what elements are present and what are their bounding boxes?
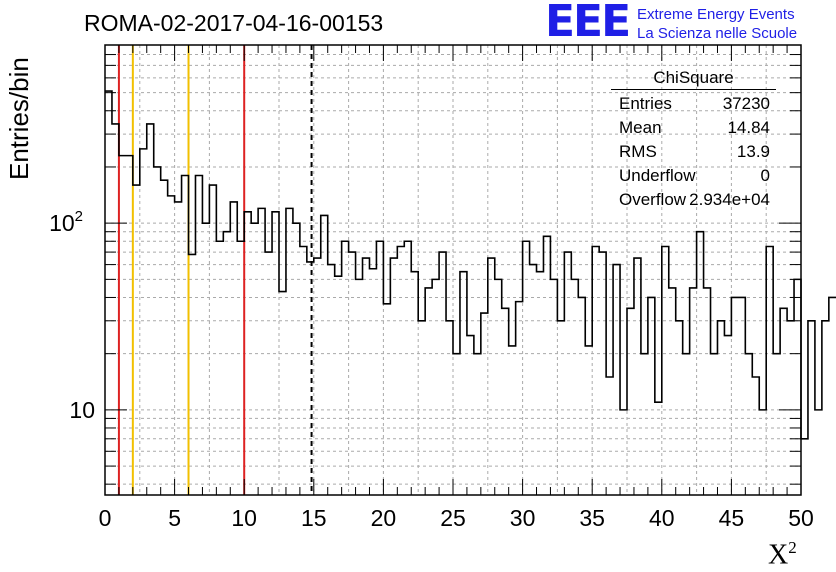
x-tick-label: 30	[510, 505, 536, 531]
x-tick-label: 15	[301, 505, 327, 531]
x-tick-label: 35	[579, 505, 605, 531]
x-tick-label: 5	[168, 505, 181, 531]
stats-row-rms: RMS 13.9	[611, 140, 776, 164]
x-tick-label: 45	[719, 505, 745, 531]
x-axis-label: X2	[768, 538, 797, 571]
stats-key: Entries	[619, 94, 672, 113]
x-axis-label-superscript: 2	[788, 538, 797, 557]
logo-mark: EEE	[545, 0, 631, 47]
y-tick-label: 102	[49, 208, 83, 236]
stats-value: 14.84	[727, 118, 770, 137]
x-tick-label: 10	[231, 505, 257, 531]
x-tick-label: 25	[440, 505, 466, 531]
y-tick-label: 10	[69, 397, 95, 423]
x-axis-label-symbol: X	[768, 539, 789, 571]
stats-value: 37230	[722, 94, 770, 113]
stats-key: Mean	[619, 118, 662, 137]
stats-value: 13.9	[736, 142, 770, 161]
stats-value: 2.934e+04	[689, 190, 770, 209]
stats-row-overflow: Overflow 2.934e+04	[611, 188, 776, 212]
stats-row-mean: Mean 14.84	[611, 116, 776, 140]
chart-title: ROMA-02-2017-04-16-00153	[84, 10, 384, 36]
stats-row-entries: Entries 37230	[611, 92, 776, 116]
x-tick-label: 20	[371, 505, 397, 531]
logo-line-2: La Scienza nelle Scuole	[637, 25, 798, 42]
x-tick-label: 0	[99, 505, 112, 531]
stats-title: ChiSquare	[611, 68, 776, 90]
stats-row-underflow: Underflow 0	[611, 164, 776, 188]
histogram-line	[105, 90, 836, 440]
stats-key: RMS	[619, 142, 657, 161]
stats-key: Overflow	[619, 190, 687, 209]
x-tick-label: 50	[788, 505, 814, 531]
x-tick-label: 40	[649, 505, 675, 531]
stats-box: ChiSquare Entries 37230 Mean 14.84 RMS 1…	[611, 68, 776, 212]
stats-key: Underflow	[619, 166, 696, 185]
y-axis-label: Entries/bin	[4, 57, 34, 180]
stats-value: 0	[760, 166, 770, 185]
logo-line-1: Extreme Energy Events	[637, 6, 795, 23]
